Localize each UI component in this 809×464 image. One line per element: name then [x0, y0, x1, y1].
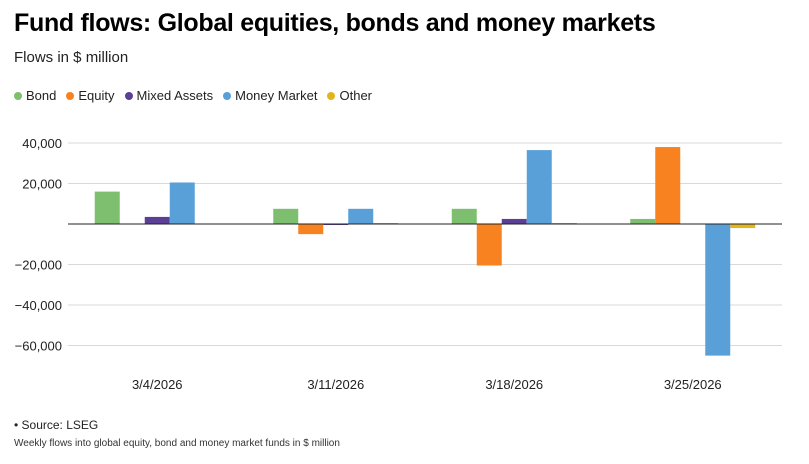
legend-swatch	[14, 91, 22, 100]
bar-money-market-2	[348, 208, 374, 224]
legend-label: Mixed Assets	[136, 88, 214, 103]
bar-equity-3	[476, 224, 502, 266]
bar-mixed-assets-2	[323, 224, 349, 226]
bar-bond-4	[630, 218, 656, 224]
x-tick-label: 3/11/2026	[307, 377, 364, 392]
bar-mixed-assets-3	[501, 218, 527, 224]
x-tick-label: 3/25/2026	[664, 377, 722, 392]
y-tick-label: −60,000	[15, 339, 62, 354]
x-tick-label: 3/4/2026	[132, 377, 183, 392]
chart-subtitle: Flows in $ million	[14, 49, 129, 66]
y-tick-label: 40,000	[22, 136, 62, 151]
bar-bond-1	[94, 191, 120, 224]
x-tick-label: 3/18/2026	[485, 377, 543, 392]
chart-legend: Bond Equity Mixed Assets Money Market Other	[14, 88, 382, 103]
legend-label: Bond	[26, 88, 57, 103]
source-note: • Source: LSEG	[14, 418, 99, 432]
bar-other-4	[730, 224, 756, 229]
bar-money-market-3	[526, 150, 552, 224]
y-tick-label: −40,000	[15, 298, 62, 313]
chart-title: Fund flows: Global equities, bonds and m…	[14, 9, 656, 37]
legend-swatch	[223, 91, 232, 100]
footnote: Weekly flows into global equity, bond an…	[14, 438, 340, 449]
y-tick-label: 20,000	[22, 177, 62, 192]
bar-equity-4	[655, 147, 681, 224]
bar-other-3	[551, 222, 577, 224]
legend-item-bond: Bond	[14, 88, 56, 103]
bar-mixed-assets-1	[144, 216, 170, 224]
bar-money-market-1	[169, 182, 195, 224]
legend-swatch	[124, 91, 133, 100]
legend-item-mixed-assets: Mixed Assets	[124, 88, 214, 103]
bar-bond-2	[273, 208, 299, 224]
legend-item-money-market: Money Market	[223, 88, 317, 103]
bar-other-2	[373, 222, 399, 224]
legend-item-equity: Equity	[66, 88, 115, 103]
legend-label: Equity	[78, 88, 115, 103]
bar-money-market-4	[705, 224, 731, 356]
bar-bond-3	[451, 208, 477, 224]
legend-swatch	[66, 91, 75, 100]
legend-swatch	[327, 91, 336, 100]
legend-item-other: Other	[327, 88, 372, 103]
bar-equity-2	[298, 224, 324, 235]
y-tick-label: −20,000	[15, 258, 62, 273]
legend-label: Other	[339, 88, 372, 103]
legend-label: Money Market	[235, 88, 318, 103]
